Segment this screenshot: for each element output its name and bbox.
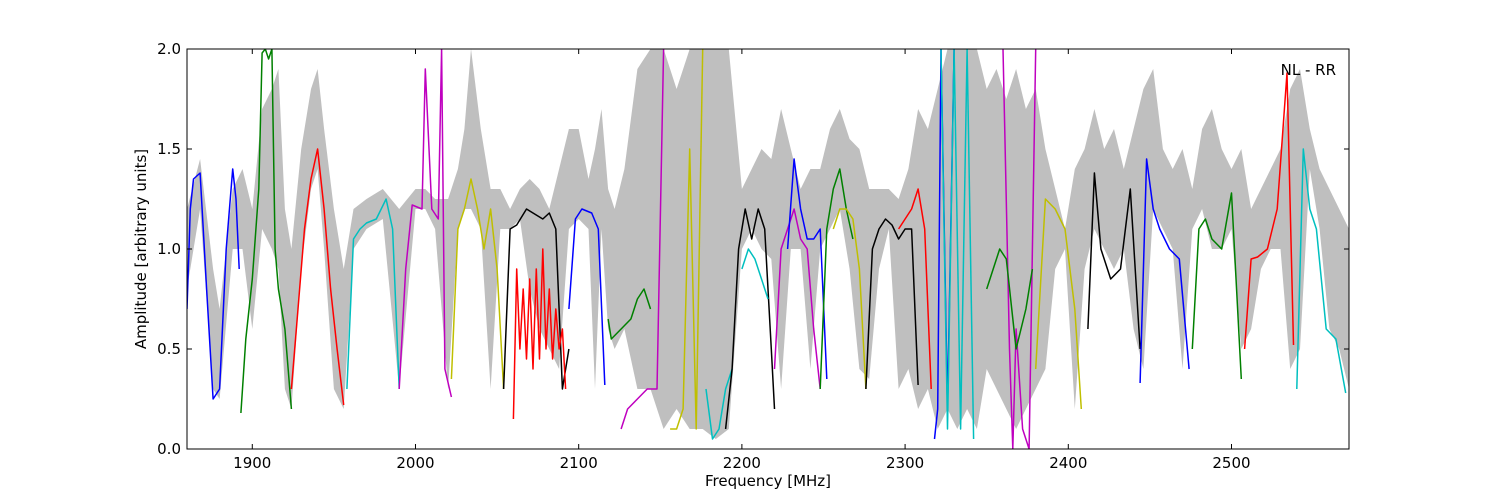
y-tick-label: 1.0 [157,240,181,258]
x-tick-label: 1900 [233,454,271,472]
series-line-29 [1191,192,1243,380]
series-line-15 [741,248,769,300]
y-tick-label: 0.5 [157,340,181,358]
series-line-30 [1243,72,1295,350]
plot-annotation: NL - RR [1281,61,1336,79]
y-tick-label: 1.5 [157,140,181,158]
envelope-band [187,49,1349,439]
series-line-25 [985,248,1034,350]
series-line-26 [1034,198,1083,410]
series-line-20 [865,218,919,390]
series-layer [187,49,1347,449]
series-line-10 [607,288,652,340]
series-line-28 [1139,158,1190,384]
series-line-11 [620,49,665,430]
y-axis: 0.0 0.5 1.0 1.5 2.0 [157,40,1349,458]
series-line-9 [568,208,606,386]
series-line-17 [786,158,828,380]
series-line-4 [346,198,400,390]
series-line-8 [512,248,567,420]
x-tick-label: 2100 [560,454,598,472]
y-tick-label: 0.0 [157,440,181,458]
x-axis-label: Frequency [MHz] [705,472,831,490]
series-line-21 [897,188,932,390]
series-line-5 [398,49,453,398]
series-line-16 [773,208,821,390]
series-line-27 [1087,172,1141,350]
x-tick-label: 2200 [723,454,761,472]
series-line-24 [1002,49,1037,449]
series-line-23 [940,49,975,440]
series-line-18 [819,168,854,390]
x-tick-label: 2300 [886,454,924,472]
series-line-14 [724,208,776,430]
x-axis: 1900 2000 2100 2200 2300 2400 2500 [233,49,1251,472]
series-line-2 [240,49,293,414]
x-tick-label: 2500 [1212,454,1250,472]
series-line-12 [670,49,704,430]
series-line-7 [502,208,570,390]
series-line-3 [290,148,345,406]
series-line-31 [1296,148,1347,394]
y-axis-label: Amplitude [arbitrary units] [132,149,150,349]
envelope-layer [187,49,1349,439]
series-line-13 [705,368,733,440]
x-tick-label: 2000 [396,454,434,472]
series-line-19 [832,208,867,390]
series-line-6 [450,178,505,390]
x-tick-label: 2400 [1049,454,1087,472]
series-line-1 [187,168,240,400]
y-tick-label: 2.0 [157,40,181,58]
